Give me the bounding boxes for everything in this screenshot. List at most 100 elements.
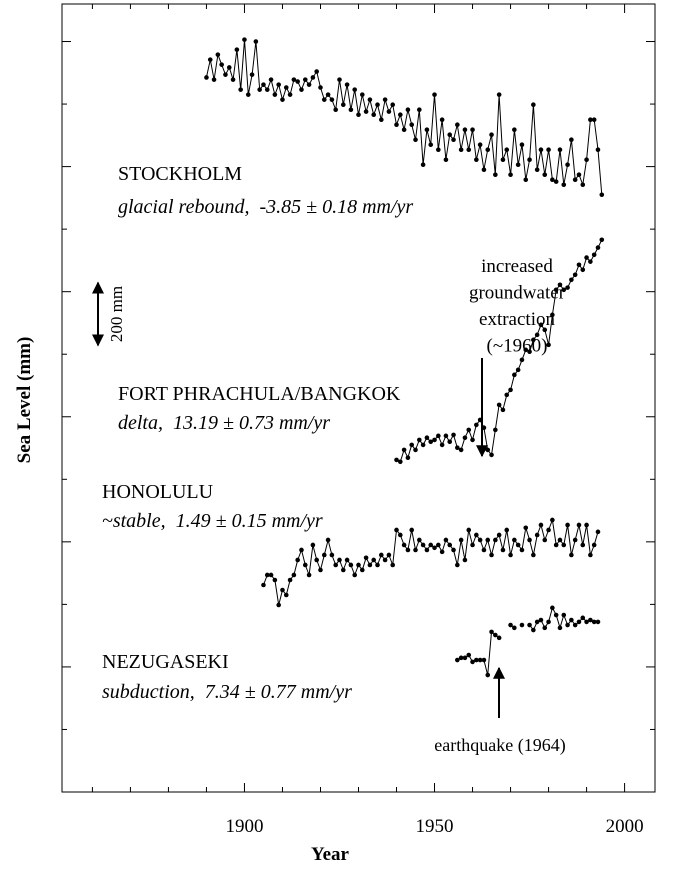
data-point [504,392,510,398]
data-point [565,522,570,528]
data-point [557,537,563,543]
data-point [481,657,487,663]
data-point [519,547,525,553]
data-point [534,619,540,625]
data-point [291,77,297,82]
data-point [572,272,578,278]
data-point [413,447,418,453]
data-point [523,177,529,183]
data-point [595,245,601,250]
data-point [512,537,517,543]
data-point [356,112,361,117]
data-point [436,147,441,153]
data-point [394,457,399,463]
data-point [379,117,384,122]
data-point [591,542,597,548]
data-point [565,285,570,290]
data-point [553,542,559,548]
data-point [432,92,437,97]
data-point [462,127,468,133]
data-point [439,549,445,555]
data-point [226,65,232,70]
data-point [489,132,494,138]
data-point [485,447,491,453]
data-point [310,542,316,548]
data-point [580,182,586,188]
data-point [572,537,578,543]
data-point [550,177,555,183]
data-point [261,582,266,588]
data-point [508,387,513,393]
data-point [424,435,430,441]
data-point [360,92,365,97]
data-point [538,617,544,623]
data-point [321,552,327,558]
data-point [546,147,551,153]
data-point [314,69,319,74]
data-point [371,557,377,563]
data-point [204,75,209,80]
data-point [458,537,464,543]
data-point [401,447,407,453]
data-point [557,625,563,631]
data-point [287,577,293,583]
data-point [223,72,228,77]
data-point [428,542,434,548]
data-point [390,562,396,568]
data-point [474,657,479,663]
data-point [553,179,559,184]
data-point [500,157,506,163]
data-point [363,109,369,114]
data-point [291,572,297,578]
data-point [534,167,540,173]
data-point [432,545,437,551]
data-point [588,617,593,623]
data-point [420,162,426,168]
data-point [386,109,392,114]
data-point [337,77,342,82]
data-point [325,92,331,97]
x-tick-label: 2000 [606,816,644,837]
data-point [348,107,354,112]
data-point [550,605,555,611]
annotation-text: extraction [479,309,555,330]
data-point [306,572,312,578]
data-point [306,82,312,87]
data-point [466,527,472,533]
data-point [504,527,510,533]
data-point [443,433,449,439]
data-point [493,427,498,433]
data-point [458,447,464,453]
data-point [413,137,418,143]
data-point [588,259,593,264]
data-point [276,82,281,87]
annotation-text: increased [481,256,553,277]
data-point [515,367,521,373]
data-point [318,85,323,90]
data-point [584,522,589,528]
data-point [344,82,350,87]
data-point [546,527,551,533]
data-point [234,47,240,52]
data-point [466,652,472,658]
data-point [523,347,529,353]
data-point [519,622,525,628]
data-point [512,372,517,378]
data-point [500,407,506,413]
data-point [591,252,597,258]
data-point [439,442,445,448]
data-point [595,147,601,153]
series-description: ~stable, 1.49 ± 0.15 mm/yr [102,510,323,532]
data-point [238,87,243,92]
x-tick-label: 1950 [416,816,454,837]
data-point [561,287,567,293]
data-point [340,102,346,107]
data-point [417,437,422,443]
data-point [572,177,578,183]
data-point [576,619,582,625]
data-point [576,522,582,528]
data-point [272,577,278,583]
data-point [489,629,494,635]
data-point [249,72,255,77]
data-point [588,552,593,558]
